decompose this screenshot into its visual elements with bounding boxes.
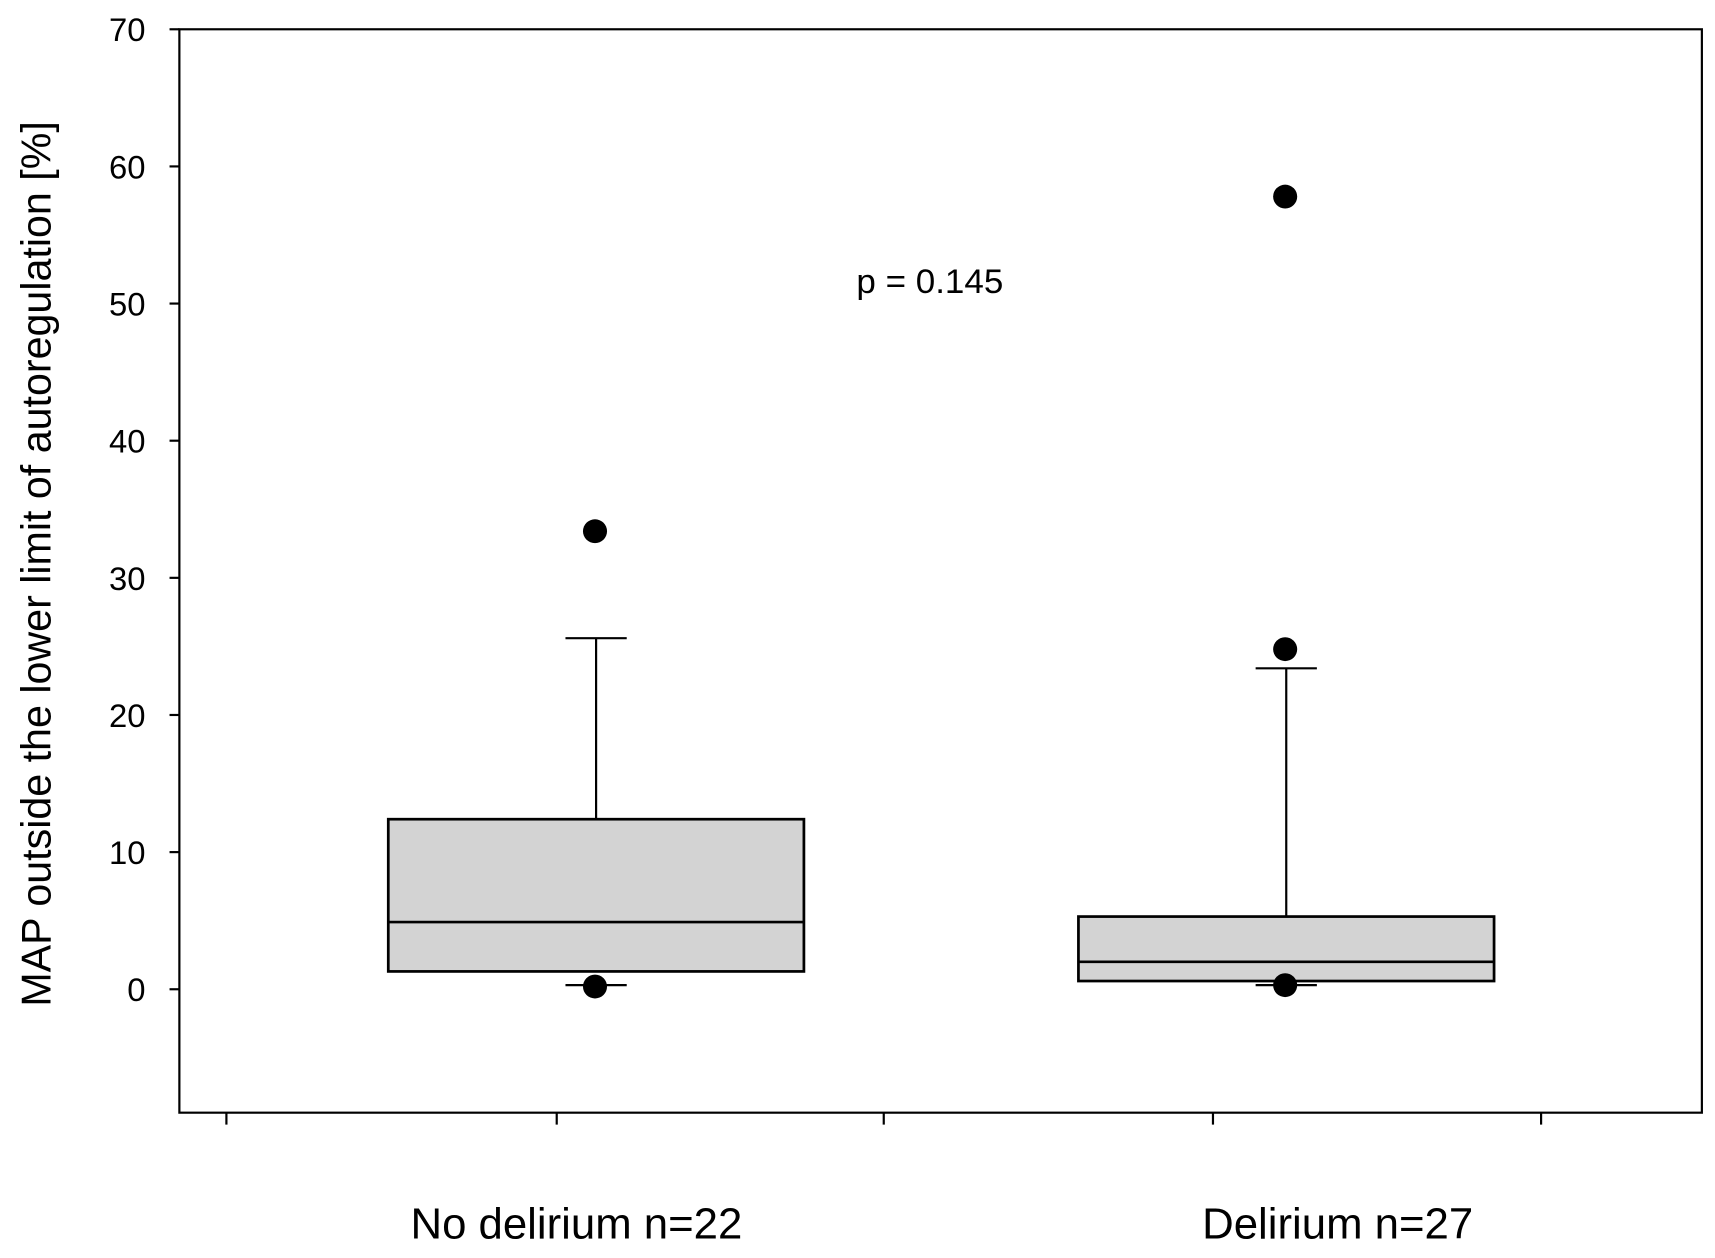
- box: [386, 817, 806, 973]
- y-axis-label: MAP outside the lower limit of autoregul…: [13, 121, 59, 1006]
- y-tick-label: 10: [109, 834, 145, 871]
- y-tick-label: 30: [109, 560, 145, 597]
- boxes: [386, 184, 1496, 999]
- box-group: [1077, 184, 1496, 998]
- y-tick-label: 60: [109, 148, 145, 185]
- p-value-annotation: p = 0.145: [856, 262, 1003, 301]
- outlier-point: [1273, 973, 1298, 998]
- outlier-point: [1273, 637, 1298, 662]
- outlier-point: [582, 519, 608, 544]
- x-category-label: Delirium n=27: [1202, 1201, 1473, 1249]
- outlier-point: [582, 974, 608, 999]
- x-category-label: No delirium n=22: [410, 1201, 742, 1249]
- x-axis: [225, 1112, 1543, 1125]
- box-group: [386, 519, 806, 999]
- y-axis: 0 10 20 30 40 50 60 70: [109, 11, 180, 1008]
- box: [1077, 915, 1496, 983]
- plot-frame: [178, 28, 1703, 1114]
- y-tick-label: 70: [109, 11, 145, 48]
- y-tick-label: 40: [109, 423, 145, 460]
- outlier-point: [1273, 184, 1298, 209]
- y-tick-label: 0: [127, 971, 145, 1008]
- y-tick-label: 20: [109, 697, 145, 734]
- y-tick-label: 50: [109, 286, 145, 323]
